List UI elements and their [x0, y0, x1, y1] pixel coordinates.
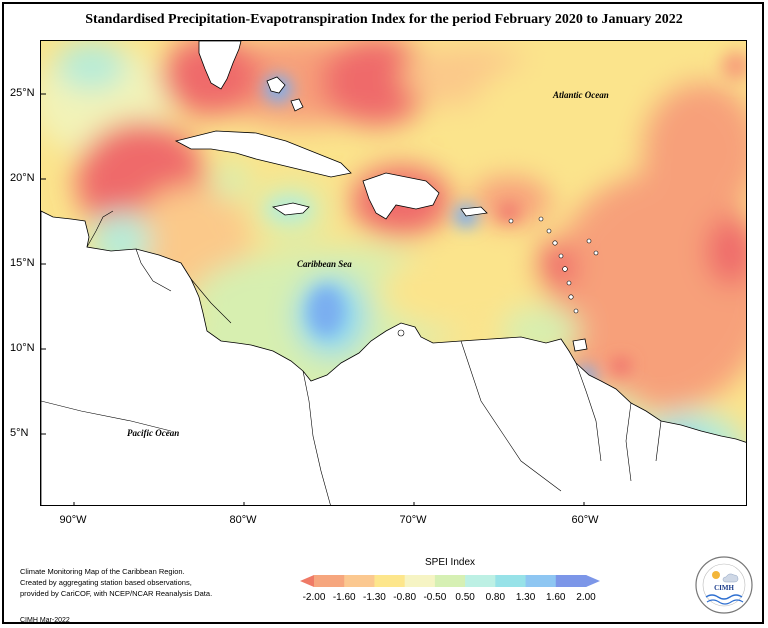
- legend-swatch: [434, 575, 466, 587]
- map-canvas: [41, 41, 746, 505]
- trinidad-land: [572, 338, 588, 352]
- legend-title: SPEI Index: [424, 557, 476, 568]
- legend-swatch: [344, 575, 375, 587]
- lat-tick-label: 10°N: [10, 342, 35, 354]
- mainland-land: [41, 210, 746, 505]
- axis-ticks: [41, 93, 585, 505]
- logo-text: CIMH: [714, 584, 734, 592]
- pacific-ocean-label: Pacific Ocean: [127, 428, 180, 438]
- wave-icon: [705, 594, 743, 600]
- jamaica-land: [271, 202, 310, 216]
- lon-tick-label: 80°W: [229, 514, 257, 526]
- legend-value-label: -0.50: [423, 592, 447, 603]
- legend-swatch: [495, 575, 527, 587]
- bahamas-land: [290, 98, 304, 112]
- cimh-logo: CIMH: [695, 556, 753, 614]
- legend-swatch: [314, 575, 345, 587]
- legend-value-label: -1.60: [332, 592, 356, 603]
- sun-icon: [712, 571, 720, 579]
- bahamas-land: [266, 76, 286, 94]
- lat-tick-label: 25°N: [10, 87, 35, 99]
- cloud-icon: [722, 573, 739, 583]
- hispaniola-land: [362, 172, 440, 220]
- legend-value-label: -2.00: [302, 592, 326, 603]
- land-masses: [41, 41, 746, 505]
- lat-tick-label: 5°N: [10, 427, 29, 439]
- legend-swatch: [465, 575, 496, 587]
- legend-arrow-low: [300, 575, 314, 587]
- legend-value-label: 0.80: [485, 592, 506, 603]
- caribbean-sea-label: Caribbean Sea: [297, 259, 352, 269]
- credits-line: provided by CariCOF, with NCEP/NCAR Rean…: [20, 589, 213, 598]
- legend-swatch: [555, 575, 587, 587]
- credits-footer: CIMH Mar-2022: [20, 617, 70, 624]
- lat-tick-label: 20°N: [10, 172, 35, 184]
- legend-swatch: [525, 575, 557, 587]
- credits-block: Climate Monitoring Map of the Caribbean …: [20, 566, 230, 626]
- atlantic-ocean-label: Atlantic Ocean: [553, 90, 609, 100]
- spei-map: Atlantic Ocean Caribbean Sea Pacific Oce…: [40, 40, 747, 506]
- credits-line: Created by aggregating station based obs…: [20, 578, 192, 587]
- legend-swatch: [404, 575, 436, 587]
- map-title: Standardised Precipitation-Evapotranspir…: [85, 12, 683, 27]
- legend-arrow-high: [586, 575, 600, 587]
- legend-labels: -2.00 -1.60 -1.30 -0.80 -0.50 0.50 0.80 1.30 1.6…: [300, 592, 600, 604]
- legend-swatch: [374, 575, 406, 587]
- legend-value-label: 2.00: [576, 592, 596, 603]
- legend-value-label: 1.30: [515, 592, 536, 603]
- puerto-rico-land: [460, 206, 488, 217]
- borders: [41, 210, 662, 505]
- legend-colorbar: [300, 575, 600, 587]
- lon-tick-label: 60°W: [571, 514, 599, 526]
- lesser-antilles: [397, 216, 599, 337]
- legend-value-label: 0.50: [455, 592, 475, 603]
- legend-value-label: -1.30: [363, 592, 386, 603]
- cuba-land: [174, 130, 352, 178]
- lon-tick-label: 70°W: [399, 514, 427, 526]
- credits-line: Climate Monitoring Map of the Caribbean …: [20, 567, 185, 576]
- florida-land: [198, 41, 242, 90]
- lat-tick-label: 15°N: [10, 257, 35, 269]
- lon-tick-label: 90°W: [59, 514, 87, 526]
- legend-value-label: 1.60: [546, 592, 566, 603]
- legend-value-label: -0.80: [393, 592, 417, 603]
